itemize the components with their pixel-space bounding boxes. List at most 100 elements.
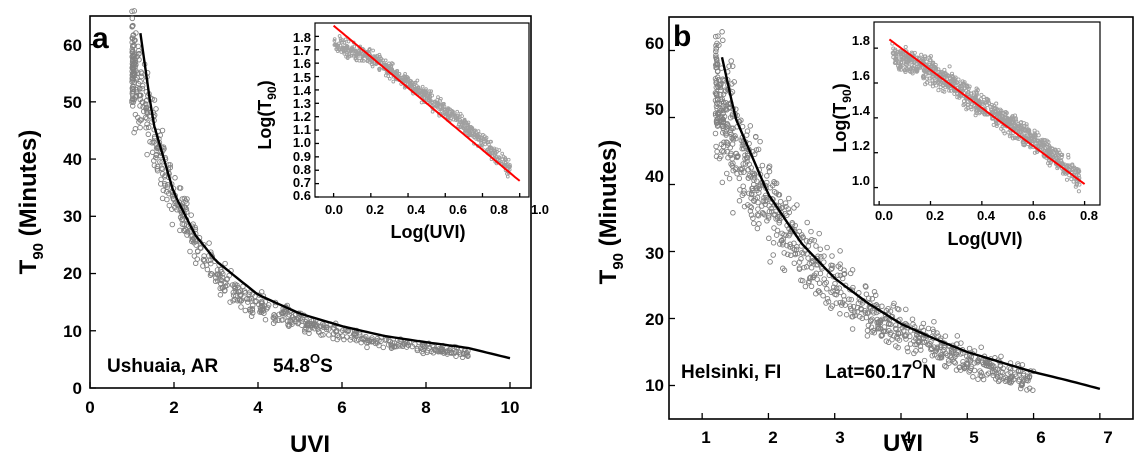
data-point — [918, 324, 925, 330]
data-point — [925, 325, 932, 332]
data-point — [461, 122, 466, 126]
data-point — [939, 351, 945, 358]
panel-b-inset-x-tick-label: 0.8 — [1080, 208, 1098, 223]
data-point — [813, 262, 820, 268]
data-point — [712, 33, 719, 40]
data-point — [715, 33, 721, 39]
data-point — [892, 325, 899, 332]
data-point — [1019, 381, 1025, 387]
data-point — [721, 139, 727, 146]
data-point — [824, 244, 830, 251]
data-point — [218, 269, 225, 275]
data-point — [495, 157, 500, 162]
data-point — [237, 292, 243, 298]
data-point — [713, 42, 719, 49]
data-point — [238, 298, 244, 304]
data-point — [1047, 147, 1052, 152]
data-point — [994, 101, 999, 106]
data-point — [943, 71, 948, 77]
data-point — [372, 61, 377, 66]
data-point — [476, 138, 481, 142]
data-point — [817, 270, 824, 277]
data-point — [822, 281, 828, 287]
data-point — [786, 195, 792, 202]
panel-a-inset-x-tick-label: 0.0 — [325, 202, 343, 217]
data-point — [749, 191, 755, 198]
data-point — [470, 125, 475, 130]
data-point — [779, 241, 786, 248]
data-point — [883, 307, 890, 314]
data-point — [816, 230, 822, 237]
data-point — [733, 150, 740, 157]
data-point — [344, 334, 350, 340]
data-point — [501, 154, 506, 159]
data-point — [1041, 143, 1046, 148]
panel-a-inset-y-tick-label: 1.0 — [293, 135, 311, 150]
data-point — [720, 77, 727, 83]
data-point — [980, 101, 985, 106]
data-point — [787, 244, 793, 250]
data-point — [833, 300, 840, 306]
data-point — [919, 52, 924, 57]
data-point — [390, 61, 394, 65]
data-point — [865, 310, 871, 316]
panel-a-inset-x-axis-label: Log(UVI) — [391, 222, 466, 242]
data-point — [965, 105, 970, 111]
data-point — [459, 354, 466, 361]
data-point — [717, 84, 724, 91]
data-point — [397, 72, 402, 76]
panel-a-inset-x-tick-label: 0.2 — [366, 202, 384, 217]
data-point — [924, 341, 931, 348]
panel-a-station: Ushuaia, AR — [107, 356, 218, 377]
data-point — [734, 154, 740, 161]
data-point — [934, 344, 941, 350]
data-point — [452, 349, 459, 356]
data-point — [847, 286, 853, 293]
data-point — [766, 203, 772, 209]
data-point — [903, 332, 909, 338]
panel-b-inset-fit-line — [888, 38, 1086, 185]
data-point — [1009, 373, 1015, 380]
panel-b-x-tick-label: 4 — [902, 428, 912, 447]
data-point — [869, 296, 876, 302]
data-point — [425, 347, 431, 354]
data-point — [932, 348, 939, 355]
data-point — [169, 206, 175, 212]
data-point — [1056, 154, 1061, 159]
data-point — [961, 99, 967, 104]
data-point — [744, 202, 751, 208]
data-point — [359, 58, 364, 63]
data-point — [172, 175, 178, 181]
panel-a-y-axis-label-main: T — [15, 259, 42, 274]
panel-a-inset-x-tick-label: 0.6 — [449, 202, 467, 217]
data-point — [198, 245, 204, 251]
data-point — [153, 151, 160, 158]
data-point — [1010, 136, 1016, 141]
data-point — [435, 98, 440, 102]
data-point — [891, 300, 897, 307]
data-point — [1060, 161, 1065, 166]
data-point — [998, 107, 1003, 112]
data-point — [179, 196, 186, 202]
panel-b-fit-curve — [720, 56, 1101, 391]
data-point — [430, 109, 435, 114]
data-point — [770, 252, 776, 258]
panel-a-inset-y-label-main: Log(T — [255, 100, 275, 150]
data-point — [754, 225, 761, 232]
data-point — [259, 302, 265, 309]
data-point — [936, 79, 941, 84]
data-point — [964, 84, 969, 89]
panel-b-y-tick-label: 30 — [645, 244, 664, 263]
data-point — [791, 246, 798, 253]
data-point — [430, 93, 435, 98]
panel-a-y-tick-label: 60 — [63, 36, 82, 55]
data-point — [770, 240, 777, 246]
data-point — [212, 278, 219, 285]
data-point — [346, 39, 351, 44]
data-point — [988, 363, 994, 369]
data-point — [969, 107, 974, 112]
data-point — [984, 112, 989, 117]
data-point — [489, 139, 493, 144]
data-point — [979, 92, 984, 97]
data-point — [924, 80, 930, 85]
